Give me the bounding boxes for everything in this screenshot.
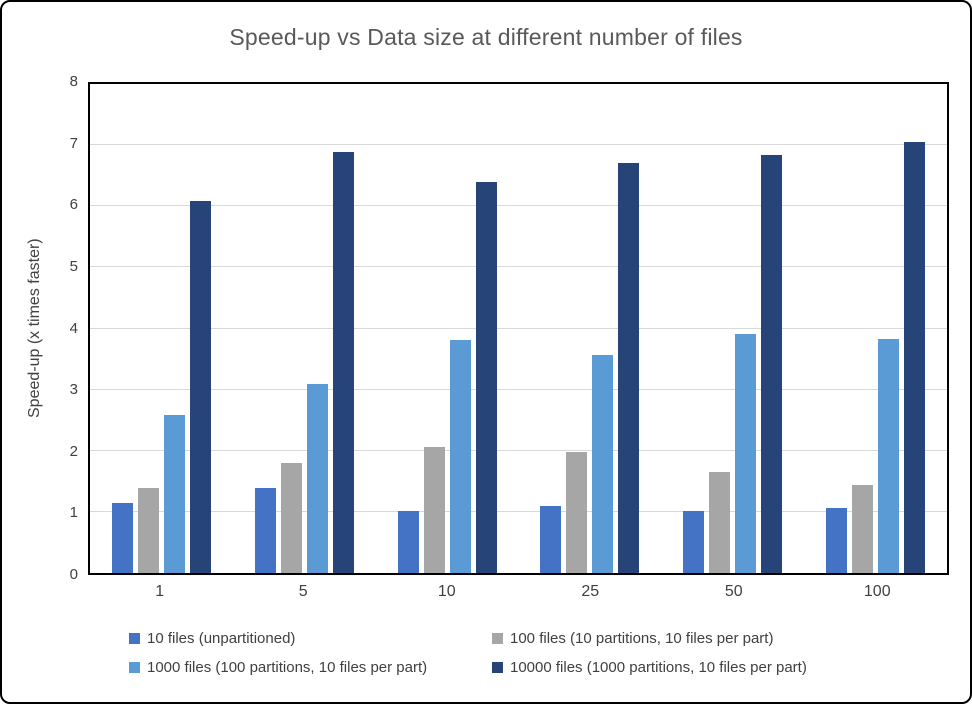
x-tick-label-25: 25 [581,583,600,600]
x-tick-label-100: 100 [863,583,891,600]
legend-label: 10 files (unpartitioned) [147,630,296,647]
legend-swatch-icon [129,662,140,673]
legend-label: 1000 files (100 partitions, 10 files per… [147,659,428,676]
bar-group-100 [804,84,947,573]
legend-item-2: 100 files (10 partitions, 10 files per p… [492,630,807,647]
bar-10-files-x25 [540,505,562,573]
y-tick-label-4: 4 [69,319,78,337]
x-tick-label-10: 10 [437,583,456,600]
bar-10-files-x1 [111,502,133,573]
bar-group-50 [661,84,804,573]
bar-10000-files-x5 [332,152,354,573]
bar-group-10 [376,84,519,573]
bar-group-1 [90,84,233,573]
gridline-y-6 [90,205,947,207]
bar-10-files-x50 [683,511,705,573]
bar-group-25 [519,84,662,573]
x-axis-ticks: 1 5 10 25 50 100 [88,583,949,601]
legend-swatch-icon [492,633,503,644]
legend-item-4: 10000 files (1000 partitions, 10 files p… [492,659,807,676]
legend: 10 files (unpartitioned) 100 files (10 pa… [129,630,807,676]
x-tick-label-50: 50 [724,583,743,600]
y-tick-label-7: 7 [69,134,78,152]
legend-item-3: 1000 files (100 partitions, 10 files per… [129,659,492,676]
bar-10000-files-x50 [761,154,783,573]
plot-area [88,82,949,575]
bar-10-files-x100 [826,508,848,573]
gridline-y-7 [90,144,947,146]
bar-1000-files-x1 [163,415,185,573]
bar-1000-files-x10 [449,339,471,573]
bar-10000-files-x25 [618,162,640,573]
y-tick-label-2: 2 [69,442,78,460]
bar-10000-files-x100 [904,142,926,573]
bar-10-files-x10 [397,511,419,573]
x-tick-label-5: 5 [298,583,308,600]
bar-1000-files-x5 [306,383,328,573]
bar-10-files-x5 [254,488,276,573]
bar-100-files-x10 [423,447,445,573]
bar-100-files-x100 [852,484,874,573]
y-tick-label-8: 8 [69,73,78,90]
x-tick-label-1: 1 [155,583,165,600]
bar-100-files-x1 [137,488,159,573]
y-tick-label-6: 6 [69,196,78,214]
bar-10000-files-x10 [475,181,497,573]
gridline-y-3 [90,388,947,390]
gridline-y-4 [90,327,947,329]
y-tick-label-5: 5 [69,257,78,275]
gridline-y-5 [90,266,947,268]
bar-1000-files-x100 [878,338,900,573]
chart-title: Speed-up vs Data size at different numbe… [229,24,743,50]
y-tick-label-0: 0 [69,566,78,583]
legend-item-1: 10 files (unpartitioned) [129,630,492,647]
legend-label: 100 files (10 partitions, 10 files per p… [510,630,774,647]
bar-group-5 [233,84,376,573]
legend-swatch-icon [129,633,140,644]
legend-label: 10000 files (1000 partitions, 10 files p… [510,659,807,676]
gridline-y-2 [90,449,947,451]
bar-100-files-x50 [709,471,731,573]
bar-1000-files-x25 [592,354,614,573]
bar-1000-files-x50 [735,334,757,573]
gridline-y-1 [90,510,947,512]
bar-100-files-x5 [280,462,302,573]
bar-100-files-x25 [566,451,588,573]
legend-swatch-icon [492,662,503,673]
y-tick-label-1: 1 [69,504,78,522]
bar-10000-files-x1 [189,201,211,573]
y-tick-label-3: 3 [69,381,78,399]
